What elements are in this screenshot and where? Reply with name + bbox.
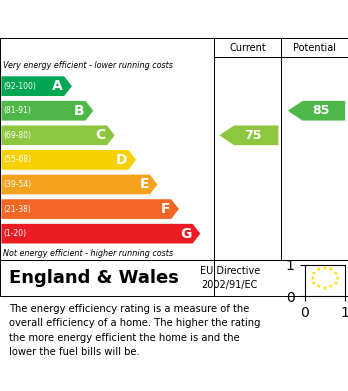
Polygon shape: [1, 126, 115, 145]
Text: G: G: [180, 227, 191, 241]
Text: A: A: [53, 79, 63, 93]
Text: Very energy efficient - lower running costs: Very energy efficient - lower running co…: [3, 61, 173, 70]
Text: Energy Efficiency Rating: Energy Efficiency Rating: [9, 12, 230, 27]
Text: ★: ★: [332, 271, 338, 276]
Text: 75: 75: [245, 129, 262, 142]
Polygon shape: [219, 126, 278, 145]
Text: ★: ★: [311, 281, 317, 286]
Text: (92-100): (92-100): [3, 82, 36, 91]
Text: (55-68): (55-68): [3, 155, 32, 164]
Polygon shape: [288, 101, 345, 120]
Text: F: F: [161, 202, 170, 216]
Polygon shape: [1, 224, 200, 244]
Text: ★: ★: [322, 286, 327, 291]
Text: ★: ★: [316, 284, 321, 289]
Text: ★: ★: [332, 281, 338, 286]
Text: Not energy efficient - higher running costs: Not energy efficient - higher running co…: [3, 249, 174, 258]
Text: ★: ★: [316, 267, 321, 273]
Text: C: C: [96, 128, 106, 142]
Text: Potential: Potential: [293, 43, 336, 53]
Text: (21-38): (21-38): [3, 204, 31, 213]
Text: The energy efficiency rating is a measure of the
overall efficiency of a home. T: The energy efficiency rating is a measur…: [9, 304, 260, 357]
Text: ★: ★: [328, 267, 333, 273]
Text: Current: Current: [229, 43, 266, 53]
Text: (1-20): (1-20): [3, 229, 26, 238]
Text: 85: 85: [312, 104, 330, 117]
Text: B: B: [74, 104, 85, 118]
Polygon shape: [1, 175, 157, 194]
Text: (81-91): (81-91): [3, 106, 31, 115]
Polygon shape: [1, 76, 72, 96]
Polygon shape: [1, 101, 93, 120]
Text: D: D: [116, 153, 127, 167]
Text: ★: ★: [328, 284, 333, 289]
Text: ★: ★: [334, 276, 340, 281]
Polygon shape: [1, 199, 179, 219]
Text: ★: ★: [322, 266, 327, 271]
Polygon shape: [1, 150, 136, 170]
Text: ★: ★: [311, 271, 317, 276]
Text: England & Wales: England & Wales: [9, 269, 179, 287]
Text: ★: ★: [309, 276, 315, 281]
Text: (69-80): (69-80): [3, 131, 32, 140]
Text: EU Directive
2002/91/EC: EU Directive 2002/91/EC: [199, 266, 260, 291]
Text: E: E: [139, 178, 149, 192]
Text: (39-54): (39-54): [3, 180, 32, 189]
